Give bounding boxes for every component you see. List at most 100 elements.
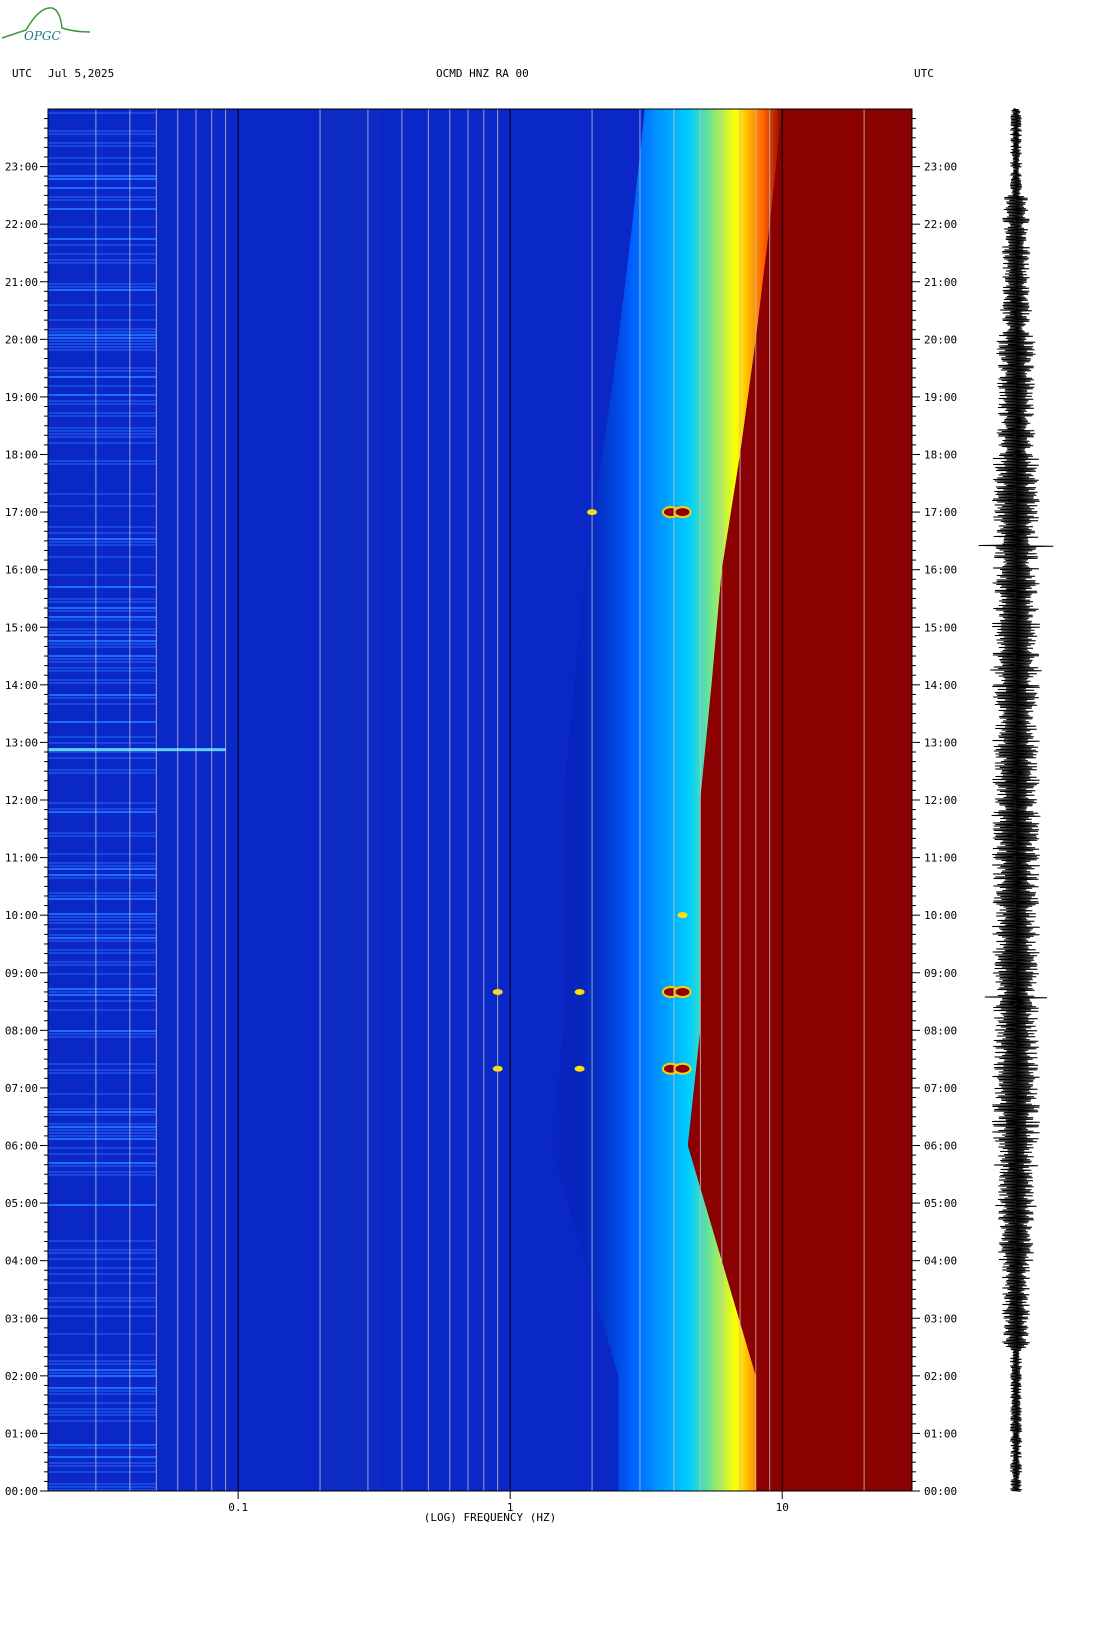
streak (48, 427, 157, 429)
streak (48, 253, 157, 255)
streak (48, 937, 157, 939)
streak (48, 493, 157, 495)
streak (48, 544, 157, 546)
y-tick-label-left: 16:00 (5, 564, 38, 577)
streak (48, 619, 157, 621)
x-tick-label: 0.1 (228, 1501, 248, 1514)
streak (48, 1126, 157, 1128)
streak (48, 1033, 157, 1035)
streak (48, 1072, 157, 1074)
streak (48, 964, 157, 966)
streak (48, 400, 157, 402)
streak (48, 1036, 157, 1038)
streak (48, 343, 157, 345)
y-tick-label-right: 13:00 (924, 736, 957, 749)
streak (48, 808, 157, 810)
streak (48, 988, 157, 990)
streak (48, 1273, 157, 1275)
y-tick-label-left: 19:00 (5, 391, 38, 404)
y-tick-label-left: 05:00 (5, 1197, 38, 1210)
streak (48, 1354, 157, 1356)
streak (48, 697, 157, 699)
streak (48, 130, 157, 132)
streak (48, 877, 157, 879)
streak (48, 112, 157, 114)
streak (48, 1486, 157, 1488)
streak (48, 208, 157, 210)
y-tick-label-right: 11:00 (924, 852, 957, 865)
streak (48, 973, 157, 975)
streak (48, 319, 157, 321)
streak (48, 238, 157, 240)
streak (48, 922, 157, 924)
streak (48, 1363, 157, 1365)
streak (48, 196, 157, 198)
streak (48, 607, 157, 609)
streak (48, 832, 157, 834)
y-tick-label-left: 08:00 (5, 1024, 38, 1037)
y-tick-label-left: 14:00 (5, 679, 38, 692)
y-tick-label-right: 05:00 (924, 1197, 957, 1210)
time-axis: 00:00 00:00 01:00 01:00 02:00 02:00 03:00 03:00… (5, 118, 957, 1498)
event-spot (574, 1065, 585, 1072)
streak (48, 1162, 157, 1164)
streak (48, 433, 157, 435)
streak (48, 226, 157, 228)
y-tick-label-right: 08:00 (924, 1024, 957, 1037)
streak (48, 1111, 157, 1113)
streak (48, 376, 157, 378)
streak (48, 178, 157, 180)
streak (48, 736, 157, 738)
y-tick-label-left: 01:00 (5, 1427, 38, 1440)
streak (48, 1093, 157, 1095)
streak (48, 646, 157, 648)
streak (48, 916, 157, 918)
y-tick-label-left: 00:00 (5, 1485, 38, 1498)
streak (48, 1333, 157, 1335)
streak (48, 541, 157, 543)
y-tick-label-left: 07:00 (5, 1082, 38, 1095)
streak (48, 643, 157, 645)
streak (48, 283, 157, 285)
streak (48, 598, 157, 600)
streak (48, 1267, 157, 1269)
saturation-region (687, 109, 912, 1491)
streak (48, 610, 157, 612)
streak (48, 1153, 157, 1155)
streak (48, 991, 157, 993)
y-tick-label-left: 13:00 (5, 736, 38, 749)
streak (48, 802, 157, 804)
streak (48, 757, 157, 759)
streak (48, 1420, 157, 1422)
y-tick-label-left: 20:00 (5, 333, 38, 346)
streak (48, 259, 157, 261)
streak (48, 337, 157, 339)
y-tick-label-right: 01:00 (924, 1427, 957, 1440)
streak (48, 289, 157, 291)
streak (48, 1063, 157, 1065)
streak (48, 1123, 157, 1125)
streak (48, 628, 157, 630)
event-spot (574, 988, 585, 995)
streak (48, 1135, 157, 1137)
streak (48, 601, 157, 603)
event-spot (677, 912, 688, 919)
streak (48, 682, 157, 684)
y-tick-label-left: 09:00 (5, 967, 38, 980)
streak (48, 157, 157, 159)
streak (48, 1258, 157, 1260)
streak (48, 874, 157, 876)
streak (48, 868, 157, 870)
streak (48, 952, 157, 954)
streak (48, 631, 157, 633)
streak (48, 1174, 157, 1176)
streak (48, 892, 157, 894)
streak (48, 640, 157, 642)
streak (48, 1000, 157, 1002)
streak (48, 1489, 157, 1491)
streak (48, 940, 157, 942)
streak (48, 1465, 157, 1467)
streak (48, 1444, 157, 1446)
streak (48, 898, 157, 900)
streak (48, 145, 157, 147)
